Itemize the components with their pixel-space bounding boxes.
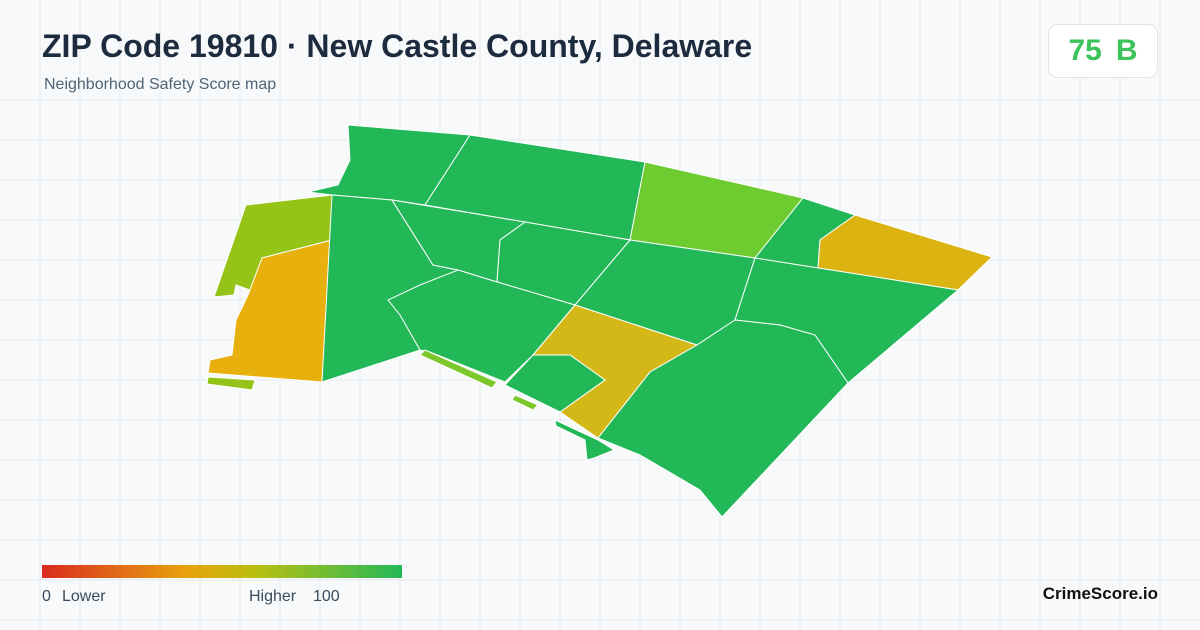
neighborhood — [554, 419, 616, 461]
legend-max: 100 — [313, 588, 340, 605]
neighborhood — [419, 349, 498, 389]
score-value: 75 — [1068, 34, 1102, 67]
score-grade: B — [1115, 34, 1138, 67]
neighborhood — [504, 354, 606, 413]
neighborhood — [511, 394, 539, 411]
score-badge: 75 B — [1048, 24, 1158, 78]
title: ZIP Code 19810 · New Castle County, Dela… — [42, 28, 753, 64]
neighborhoods — [206, 124, 993, 518]
legend-max-label: Higher — [249, 588, 297, 605]
legend-gradient — [42, 565, 402, 578]
neighborhood — [597, 319, 849, 518]
legend-min-label: Lower — [62, 588, 106, 605]
neighborhood — [206, 376, 256, 391]
legend-min: 0 — [42, 588, 51, 605]
brand: CrimeScore.io — [1042, 584, 1158, 603]
subtitle: Neighborhood Safety Score map — [44, 76, 277, 93]
